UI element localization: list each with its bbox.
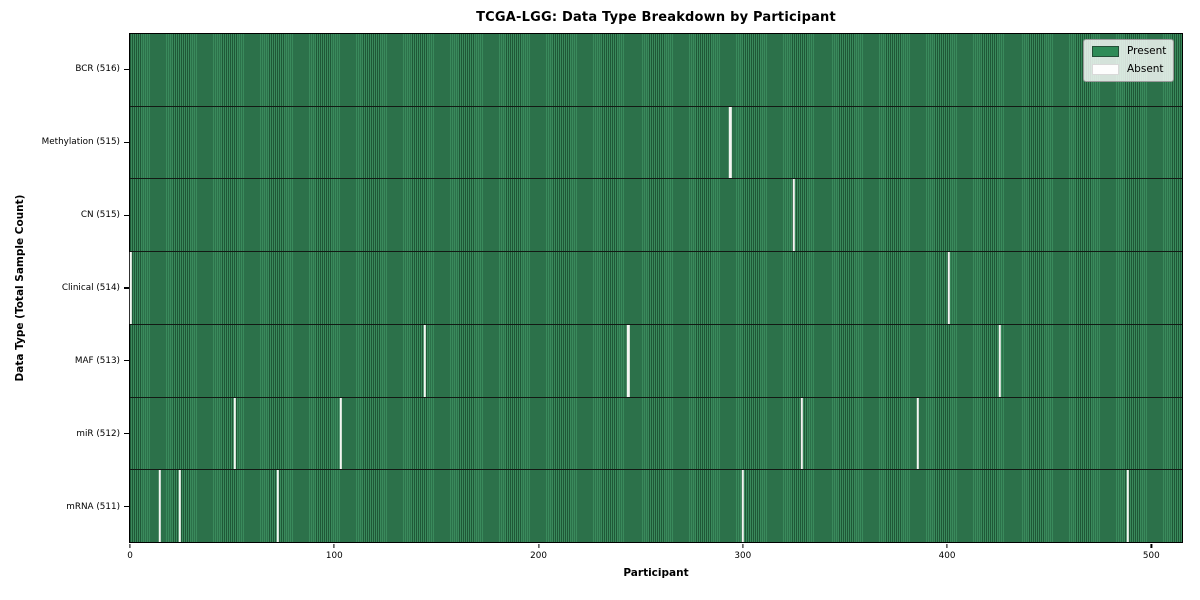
absent-mark-MAF-244 bbox=[627, 324, 630, 397]
y-tick bbox=[124, 141, 129, 143]
chart-title: TCGA-LGG: Data Type Breakdown by Partici… bbox=[476, 10, 836, 25]
x-tick-label-0: 0 bbox=[127, 551, 133, 561]
y-tick-label-CN: CN (515) bbox=[80, 210, 120, 221]
legend-item-present: Present bbox=[1092, 45, 1167, 58]
x-tick bbox=[946, 544, 948, 548]
heatmap-row-miR bbox=[130, 397, 1182, 471]
y-tick-label-Methylation: Methylation (515) bbox=[41, 137, 120, 148]
absent-mark-miR-103 bbox=[339, 397, 343, 470]
absent-mark-mRNA-14 bbox=[158, 470, 161, 543]
absent-swatch-icon bbox=[1092, 63, 1119, 75]
legend-absent-label: Absent bbox=[1127, 62, 1164, 75]
absent-mark-miR-51 bbox=[233, 397, 237, 470]
y-tick-label-Clinical: Clinical (514) bbox=[61, 283, 120, 293]
absent-mark-CN-325 bbox=[792, 179, 795, 252]
absent-mark-MAF-426 bbox=[998, 324, 1001, 397]
y-tick bbox=[124, 287, 129, 289]
legend: Present Absent bbox=[1083, 39, 1174, 83]
y-tick bbox=[124, 68, 129, 71]
heatmap-row-Clinical bbox=[129, 252, 1182, 325]
absent-mark-miR-386 bbox=[916, 397, 920, 470]
absent-mark-mRNA-72 bbox=[276, 470, 279, 543]
y-tick-label-mRNA: mRNA (511) bbox=[66, 501, 120, 512]
legend-present-label: Present bbox=[1127, 45, 1167, 57]
heatmap-row-BCR bbox=[130, 34, 1182, 107]
present-swatch-icon bbox=[1092, 46, 1119, 58]
x-tick bbox=[1150, 544, 1152, 548]
x-tick bbox=[129, 544, 131, 548]
y-tick-label-BCR: BCR (516) bbox=[75, 64, 120, 75]
x-tick-label-100: 100 bbox=[325, 551, 343, 561]
y-tick bbox=[124, 360, 129, 362]
y-tick bbox=[124, 214, 129, 216]
y-tick-label-miR: miR (512) bbox=[76, 428, 120, 439]
heatmap-row-MAF bbox=[130, 324, 1182, 398]
legend-item-absent: Absent bbox=[1092, 62, 1165, 76]
y-tick-label-MAF: MAF (513) bbox=[74, 355, 120, 366]
heatmap-row-CN bbox=[130, 179, 1182, 253]
x-axis-title: Participant bbox=[623, 567, 689, 579]
x-tick-label-300: 300 bbox=[734, 551, 752, 561]
y-tick bbox=[124, 505, 129, 508]
heatmap-row-Methylation bbox=[130, 106, 1182, 180]
absent-mark-miR-329 bbox=[800, 397, 803, 470]
absent-mark-mRNA-24 bbox=[178, 470, 182, 543]
x-tick bbox=[537, 544, 540, 548]
absent-mark-Clinical-401 bbox=[947, 252, 950, 324]
absent-mark-Clinical-0 bbox=[129, 252, 133, 324]
absent-mark-Methylation-294 bbox=[729, 106, 732, 179]
x-tick-label-400: 400 bbox=[938, 551, 956, 561]
absent-mark-mRNA-300 bbox=[741, 470, 744, 543]
x-tick bbox=[333, 544, 335, 548]
absent-mark-MAF-144 bbox=[423, 324, 426, 397]
absent-mark-mRNA-489 bbox=[1126, 470, 1130, 543]
y-tick bbox=[124, 433, 129, 435]
x-tick bbox=[742, 544, 744, 548]
heatmap-row-mRNA bbox=[130, 470, 1182, 543]
x-tick-label-500: 500 bbox=[1142, 551, 1160, 561]
x-tick-label-200: 200 bbox=[530, 551, 547, 561]
plot-area bbox=[129, 33, 1183, 543]
